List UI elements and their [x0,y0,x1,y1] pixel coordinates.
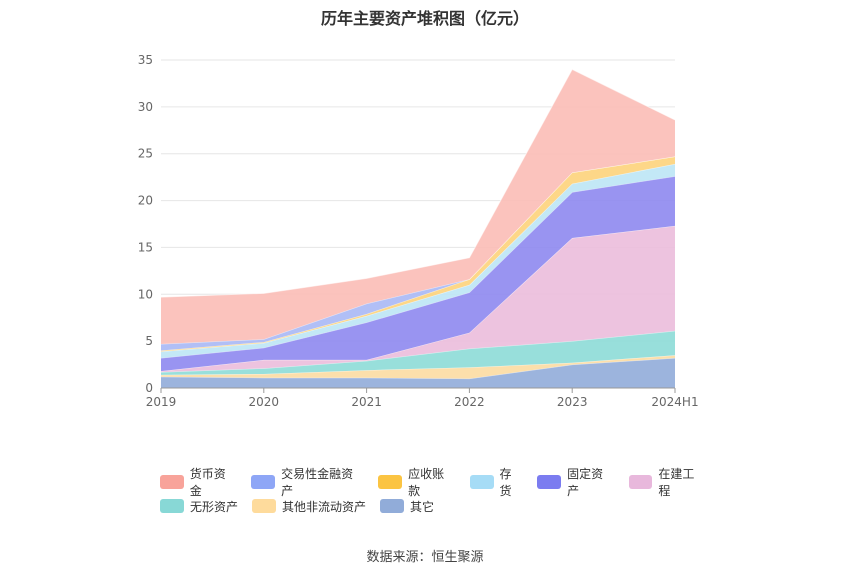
x-tick-label: 2023 [557,395,588,409]
y-tick-label: 5 [145,334,153,348]
y-tick-label: 0 [145,381,153,395]
legend-item[interactable]: 其他非流动资产 [252,498,366,515]
legend-label: 应收账款 [408,467,445,498]
legend-swatch [537,475,562,489]
area-固定资产 [161,176,675,372]
legend-label: 其他非流动资产 [282,499,367,514]
y-tick-label: 10 [138,287,153,301]
legend-swatch [251,475,276,489]
legend-item[interactable]: 在建工程 [628,465,706,499]
area-在建工程 [161,225,675,373]
legend-item[interactable]: 存货 [469,465,524,499]
legend-label: 固定资产 [567,467,604,498]
legend-label: 无形资产 [190,499,239,514]
y-tick-label: 30 [138,100,153,114]
legend-swatch [380,499,405,513]
legend-swatch [469,475,494,489]
legend-row-2: 无形资产 其他非流动资产 其它 [160,494,720,518]
x-tick-label: 2020 [249,395,280,409]
x-tick-label: 2021 [351,395,382,409]
x-tick-label: 2019 [146,395,177,409]
area-其他非流动资产 [161,355,675,379]
legend-row-1: 货币资金 交易性金融资产 应收账款 存货 固定资产 在建工程 [160,467,720,498]
legend-swatch [252,499,277,513]
area-edge-无形资产 [160,330,676,373]
area-其它 [161,358,675,388]
legend-item[interactable]: 固定资产 [537,465,614,499]
area-存货 [161,164,675,359]
y-tick-label: 20 [138,194,153,208]
area-edge-货币资金 [160,68,676,298]
legend-item[interactable]: 交易性金融资产 [251,465,364,499]
y-tick-label: 15 [138,240,153,254]
y-tick-label: 25 [138,147,153,161]
legend-label: 交易性金融资产 [281,467,354,498]
x-tick-label: 2024H1 [651,395,698,409]
y-tick-label: 35 [138,53,153,67]
legend-label: 在建工程 [658,467,695,498]
legend-swatch [628,475,653,489]
legend-item[interactable]: 其它 [380,498,434,515]
legend-label: 货币资金 [189,467,226,498]
x-tick-label: 2022 [454,395,485,409]
legend-swatch [160,499,184,513]
legend-item[interactable]: 货币资金 [160,465,237,499]
legend-swatch [378,475,403,489]
legend: 货币资金 交易性金融资产 应收账款 存货 固定资产 在建工程 无形资产 其他非流动资产 其它 [160,467,720,518]
source-note: 数据来源：恒生聚源 [366,550,484,565]
legend-item[interactable]: 应收账款 [378,465,455,499]
legend-swatch [160,475,184,489]
area-货币资金 [161,69,675,344]
legend-item[interactable]: 无形资产 [160,498,238,515]
legend-label: 其它 [410,499,435,514]
area-应收账款 [161,156,675,352]
legend-label: 存货 [499,467,512,498]
chart-title: 历年主要资产堆积图（亿元） [320,9,529,28]
